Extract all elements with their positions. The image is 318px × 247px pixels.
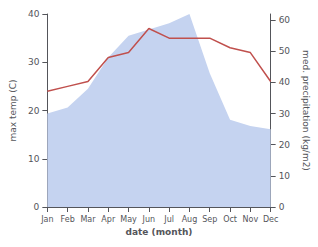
svg-text:med. precipitation (kg/m2): med. precipitation (kg/m2) — [301, 50, 311, 171]
svg-text:date (month): date (month) — [126, 227, 193, 237]
svg-text:20: 20 — [28, 106, 40, 116]
svg-text:20: 20 — [279, 140, 291, 150]
svg-text:10: 10 — [279, 171, 291, 181]
svg-text:0: 0 — [34, 202, 40, 212]
svg-text:0: 0 — [279, 202, 285, 212]
svg-text:40: 40 — [28, 9, 40, 19]
svg-text:Mar: Mar — [80, 215, 96, 224]
svg-text:Sep: Sep — [202, 215, 217, 224]
svg-text:30: 30 — [279, 109, 291, 119]
svg-text:Jul: Jul — [163, 215, 174, 224]
svg-text:Aug: Aug — [182, 215, 198, 224]
svg-text:Nov: Nov — [243, 215, 259, 224]
svg-text:Dec: Dec — [263, 215, 278, 224]
svg-text:Feb: Feb — [61, 215, 75, 224]
svg-text:30: 30 — [28, 57, 40, 67]
svg-text:Oct: Oct — [223, 215, 237, 224]
svg-text:60: 60 — [279, 15, 291, 25]
svg-text:50: 50 — [279, 46, 291, 56]
svg-text:Jun: Jun — [142, 215, 156, 224]
svg-text:Apr: Apr — [101, 215, 116, 224]
svg-text:10: 10 — [28, 154, 40, 164]
svg-text:Jan: Jan — [40, 215, 53, 224]
svg-text:max temp (C): max temp (C) — [8, 79, 18, 141]
svg-text:May: May — [120, 215, 137, 224]
svg-text:40: 40 — [279, 77, 291, 87]
